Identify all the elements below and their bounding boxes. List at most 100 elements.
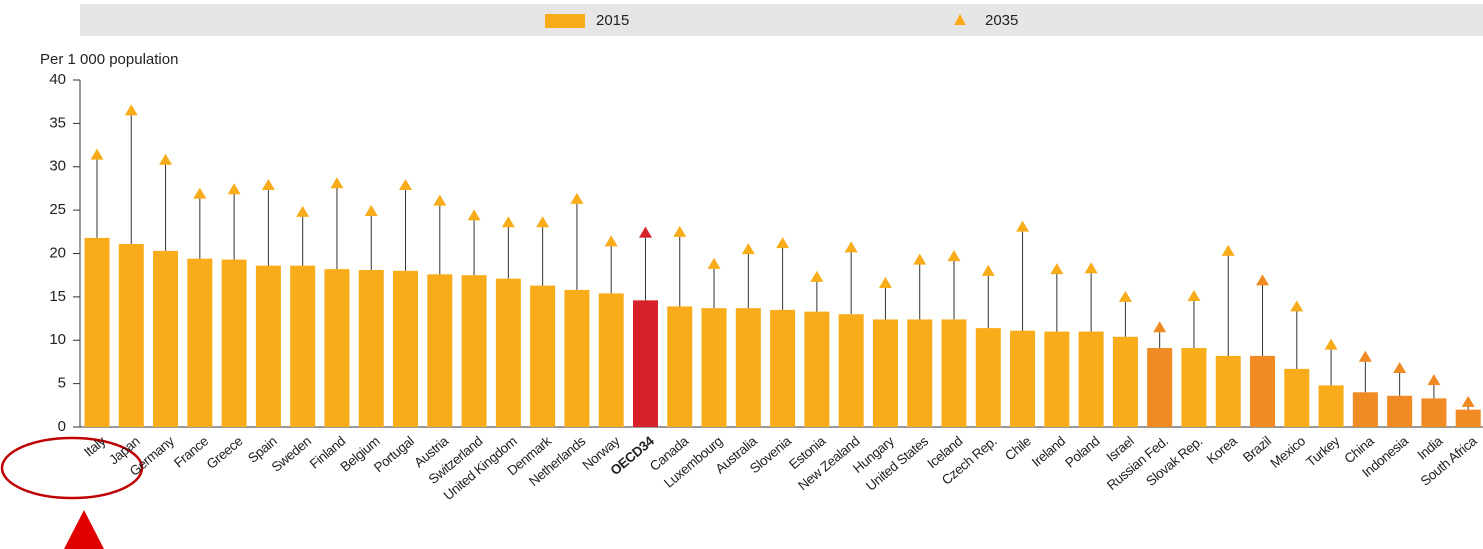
bar	[255, 265, 281, 427]
legend-band	[80, 4, 1483, 36]
x-tick-label: Greece	[204, 434, 246, 472]
triangle-marker	[1461, 395, 1475, 407]
bar	[324, 269, 350, 427]
triangle-marker	[159, 153, 173, 165]
bar	[907, 319, 933, 427]
bar	[427, 274, 453, 427]
x-tick-label: Turkey	[1303, 433, 1343, 470]
triangle-marker	[570, 192, 584, 204]
legend-label: 2015	[596, 12, 629, 29]
y-tick-label: 10	[49, 331, 66, 348]
triangle-marker	[1187, 290, 1201, 302]
bar	[701, 308, 727, 427]
bar	[1215, 355, 1241, 427]
bar	[735, 308, 761, 427]
x-tick-label: Sweden	[269, 434, 314, 475]
x-tick-label: France	[171, 434, 211, 471]
x-tick-label: Korea	[1204, 433, 1240, 467]
triangle-marker	[1153, 321, 1167, 333]
y-tick-label: 30	[49, 158, 66, 175]
bar	[1181, 348, 1207, 427]
triangle-marker	[741, 243, 755, 255]
y-tick-label: 40	[49, 71, 66, 88]
y-tick-label: 25	[49, 201, 66, 218]
triangle-marker	[364, 204, 378, 216]
triangle-marker	[1050, 263, 1064, 275]
bar	[290, 265, 316, 427]
triangle-marker	[1016, 220, 1030, 232]
triangle-marker	[913, 253, 927, 265]
y-axis-label: Per 1 000 population	[40, 51, 178, 68]
triangle-marker	[296, 205, 310, 217]
bar	[393, 270, 419, 427]
bar	[1318, 385, 1344, 427]
triangle-marker	[1393, 362, 1407, 374]
bar	[461, 275, 487, 427]
triangle-marker	[1084, 262, 1098, 274]
legend-label: 2035	[985, 12, 1018, 29]
triangle-marker	[399, 178, 413, 190]
y-tick-label: 15	[49, 288, 66, 305]
bar	[1421, 398, 1447, 427]
triangle-marker	[124, 104, 138, 116]
triangle-marker	[604, 235, 618, 247]
y-tick-label: 5	[58, 375, 66, 392]
x-tick-label: Mexico	[1267, 434, 1308, 471]
triangle-marker	[1324, 338, 1338, 350]
triangle-marker	[501, 216, 515, 228]
bar	[84, 237, 110, 427]
bar	[838, 314, 864, 427]
bar	[221, 259, 247, 427]
bar	[975, 328, 1001, 427]
legend-swatch	[545, 14, 585, 28]
bar	[941, 319, 967, 427]
bar	[1455, 409, 1481, 427]
triangle-marker	[776, 237, 790, 249]
annotation-circle	[0, 436, 144, 500]
triangle-marker	[467, 209, 481, 221]
triangle-marker	[261, 178, 275, 190]
triangle-marker	[1290, 300, 1304, 312]
triangle-marker	[810, 270, 824, 282]
bar	[564, 289, 590, 427]
y-tick-label: 0	[58, 418, 66, 435]
y-tick-label: 20	[49, 244, 66, 261]
triangle-marker	[193, 187, 207, 199]
bar	[118, 243, 144, 427]
bar	[153, 250, 179, 427]
bar	[770, 309, 796, 427]
x-tick-label: Poland	[1062, 434, 1102, 471]
triangle-marker	[90, 148, 104, 160]
y-tick-label: 35	[49, 114, 66, 131]
triangle-marker	[638, 226, 652, 238]
bar	[1010, 330, 1036, 427]
triangle-marker	[1427, 374, 1441, 386]
triangle-marker	[844, 241, 858, 253]
x-tick-label: Portugal	[371, 433, 417, 475]
bar	[495, 278, 521, 427]
bar	[1250, 355, 1276, 427]
triangle-marker	[536, 216, 550, 228]
triangle-marker	[1118, 290, 1132, 302]
triangle-marker	[673, 225, 687, 237]
legend-swatch	[954, 14, 966, 25]
bar	[1147, 348, 1173, 427]
triangle-marker	[1221, 244, 1235, 256]
bar	[1352, 392, 1378, 427]
bar	[804, 311, 830, 427]
x-tick-label: Italy	[81, 433, 109, 460]
triangle-marker	[330, 177, 344, 189]
bar	[598, 293, 624, 427]
bar	[632, 300, 658, 427]
triangle-marker	[227, 183, 241, 195]
bar	[1112, 336, 1138, 427]
bar	[1284, 368, 1310, 427]
bar	[530, 285, 556, 427]
bar	[1044, 331, 1070, 427]
triangle-marker	[947, 250, 961, 262]
x-tick-label: Ireland	[1029, 434, 1068, 470]
bar	[1387, 395, 1413, 427]
triangle-marker	[1256, 274, 1270, 286]
triangle-marker	[878, 276, 892, 288]
